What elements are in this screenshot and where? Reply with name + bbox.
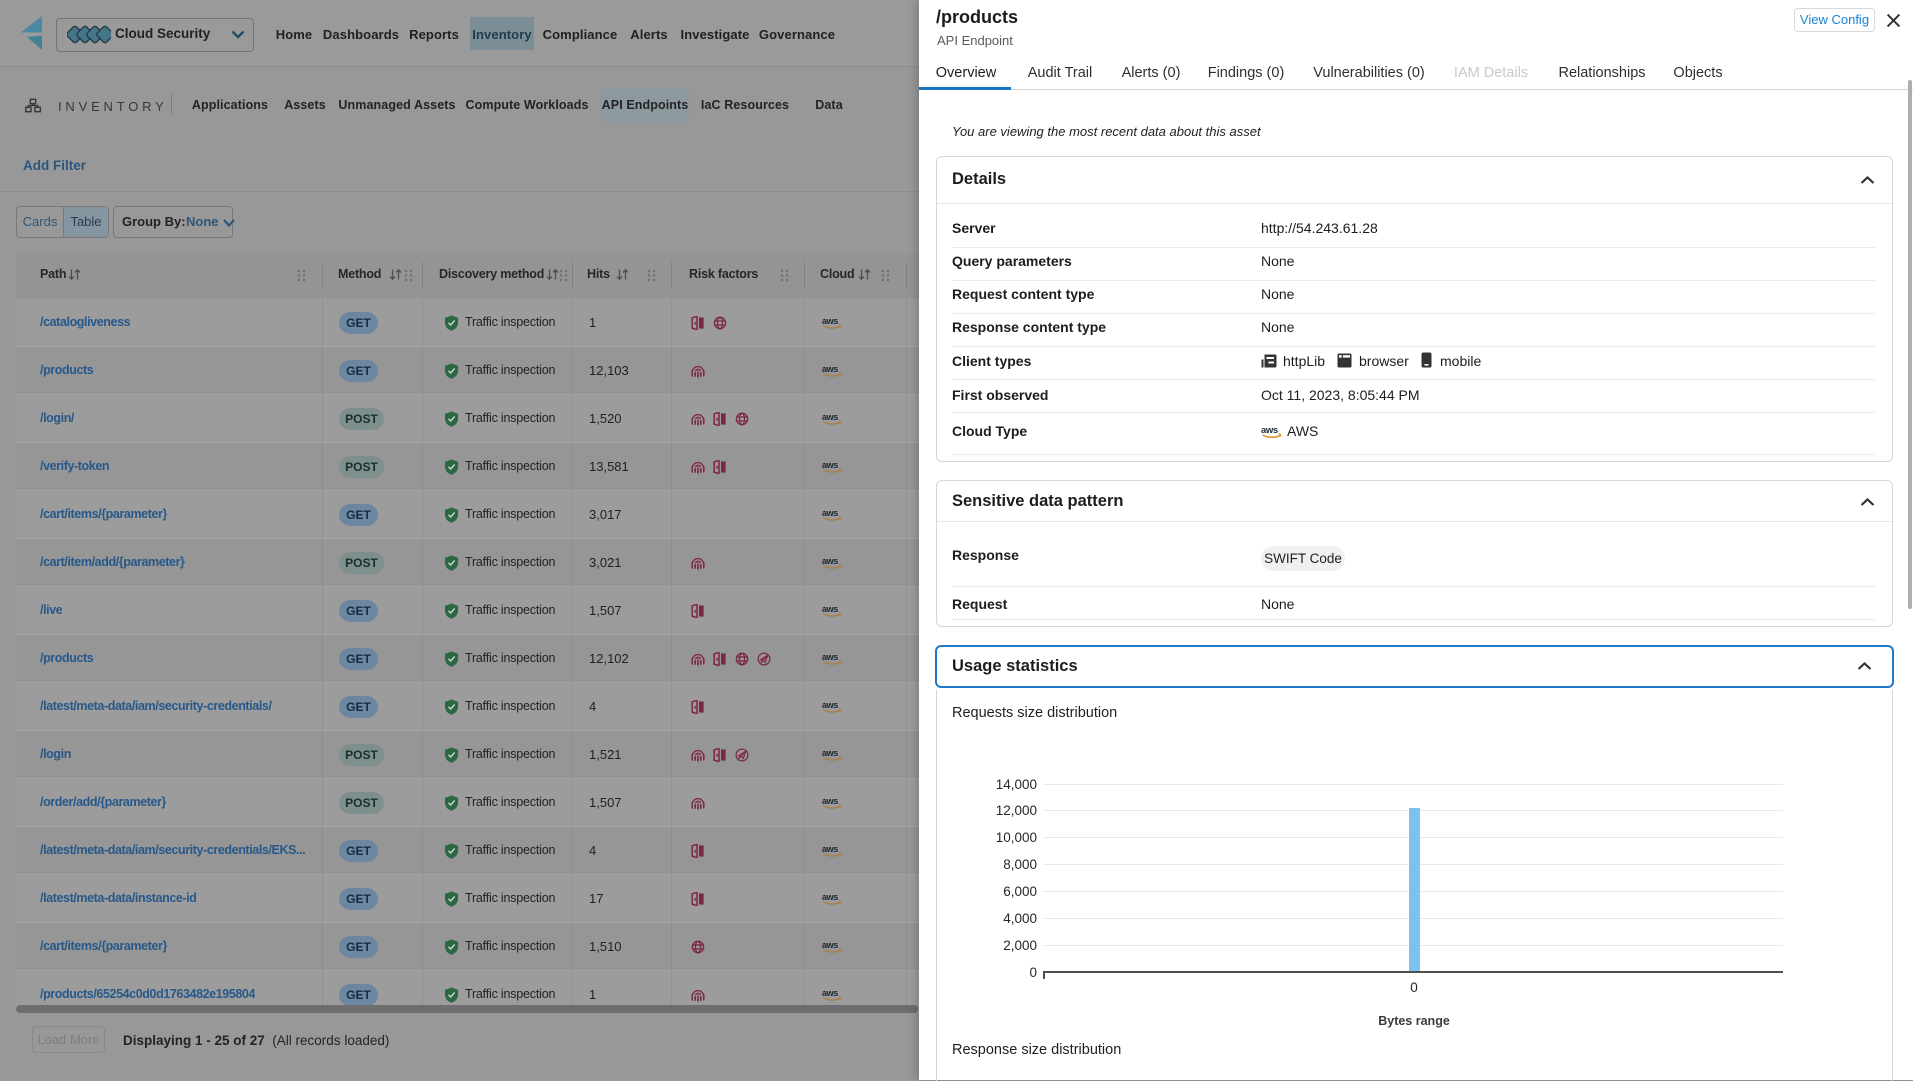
svg-text:aws: aws: [822, 892, 838, 902]
svg-text:aws: aws: [822, 556, 838, 566]
svg-text:aws: aws: [822, 748, 838, 758]
svg-text:aws: aws: [822, 988, 838, 998]
svg-text:aws: aws: [822, 412, 838, 422]
svg-text:aws: aws: [822, 316, 838, 326]
svg-text:aws: aws: [822, 364, 838, 374]
svg-text:aws: aws: [822, 460, 838, 470]
svg-text:aws: aws: [822, 796, 838, 806]
svg-text:aws: aws: [822, 604, 838, 614]
svg-text:aws: aws: [822, 700, 838, 710]
svg-text:aws: aws: [822, 844, 838, 854]
svg-text:aws: aws: [822, 940, 838, 950]
svg-text:aws: aws: [1261, 425, 1278, 436]
svg-text:aws: aws: [822, 652, 838, 662]
svg-text:aws: aws: [822, 508, 838, 518]
